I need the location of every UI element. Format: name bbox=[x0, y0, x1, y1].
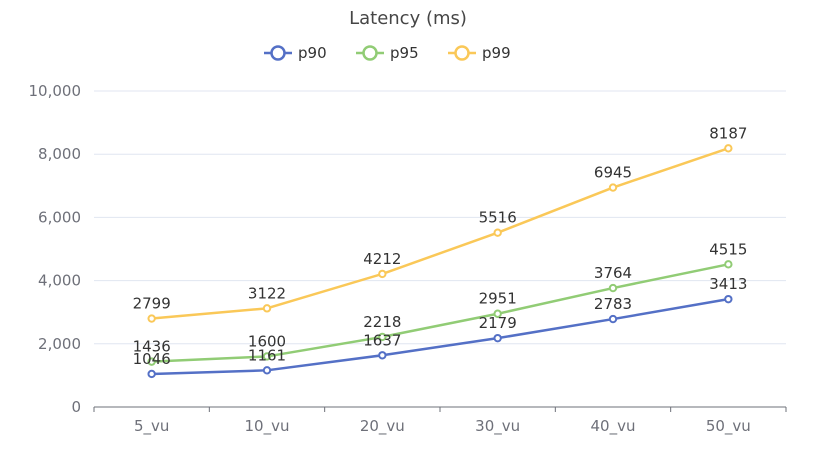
legend-marker-p90 bbox=[270, 45, 286, 61]
data-point-p99 bbox=[493, 228, 502, 237]
data-label-p99: 3122 bbox=[248, 284, 286, 302]
legend-marker-p99 bbox=[454, 45, 470, 61]
data-point-p95 bbox=[147, 357, 156, 366]
data-label-p99: 6945 bbox=[594, 164, 632, 182]
x-axis: 5_vu 10_vu 20_vu 30_vu 40_vu 50_vu bbox=[93, 406, 787, 436]
data-label-p95: 2218 bbox=[363, 313, 401, 331]
data-point-p90 bbox=[493, 333, 502, 343]
data-point-p99 bbox=[724, 144, 733, 153]
y-tick-label: 8,000 bbox=[38, 145, 81, 163]
data-point-p90 bbox=[608, 314, 618, 324]
series-p99 bbox=[147, 144, 733, 323]
legend-label-p99: p99 bbox=[482, 44, 511, 62]
y-tick-label: 2,000 bbox=[38, 335, 81, 353]
data-label-p90: 1046 bbox=[133, 350, 171, 368]
data-label-p95: 4515 bbox=[709, 240, 747, 258]
data-point-p90 bbox=[724, 294, 733, 304]
series-p95 bbox=[147, 260, 733, 366]
series-line-p90 bbox=[151, 297, 729, 376]
y-tick-label: 0 bbox=[71, 398, 81, 416]
data-point-p95 bbox=[608, 283, 618, 293]
series-p90 bbox=[147, 294, 733, 379]
data-point-p90 bbox=[262, 366, 272, 375]
data-labels: 1046 1161 1637 2179 2783 3413 1436 1600 2218 2951… bbox=[133, 124, 748, 368]
data-point-p90 bbox=[147, 369, 156, 379]
grid-lines bbox=[94, 90, 786, 345]
data-point-p99 bbox=[378, 269, 387, 279]
y-axis: 0 2,000 4,000 6,000 8,000 10,000 bbox=[29, 82, 82, 416]
data-label-p95: 3764 bbox=[594, 264, 632, 282]
series-line-p95 bbox=[151, 263, 729, 363]
chart-title: Latency (ms) bbox=[349, 8, 467, 29]
data-label-p99: 8187 bbox=[709, 124, 747, 142]
data-label-p95: 1600 bbox=[248, 332, 286, 350]
data-label-p90: 2783 bbox=[594, 295, 632, 313]
data-label-p99: 5516 bbox=[479, 209, 517, 227]
y-tick-label: 4,000 bbox=[38, 272, 81, 290]
series-lines bbox=[147, 144, 733, 379]
data-label-p90: 1637 bbox=[363, 331, 401, 349]
legend-label-p90: p90 bbox=[298, 44, 327, 62]
data-label-p90: 3413 bbox=[709, 275, 747, 293]
x-tick-label: 5_vu bbox=[134, 417, 169, 436]
legend-item-p99[interactable]: p99 bbox=[448, 44, 511, 62]
data-point-p99 bbox=[608, 183, 618, 192]
legend[interactable]: p90 p95 p99 bbox=[264, 44, 511, 62]
series-line-p99 bbox=[151, 147, 729, 320]
data-point-p95 bbox=[493, 309, 502, 318]
legend-item-p95[interactable]: p95 bbox=[356, 44, 419, 62]
x-tick-label: 50_vu bbox=[706, 417, 751, 436]
data-point-p95 bbox=[724, 260, 733, 269]
data-label-p95: 2951 bbox=[479, 290, 517, 308]
data-point-p95 bbox=[378, 332, 387, 342]
y-tick-label: 6,000 bbox=[38, 208, 81, 226]
x-tick-label: 10_vu bbox=[245, 417, 290, 436]
x-tick-label: 40_vu bbox=[591, 417, 636, 436]
data-point-p99 bbox=[147, 314, 156, 323]
data-point-p95 bbox=[262, 352, 272, 361]
y-tick-label: 10,000 bbox=[29, 82, 82, 100]
x-tick-label: 20_vu bbox=[360, 417, 405, 436]
data-label-p95: 1436 bbox=[133, 338, 171, 356]
data-label-p99: 4212 bbox=[363, 250, 401, 268]
x-tick-label: 30_vu bbox=[475, 417, 520, 436]
data-label-p99: 2799 bbox=[133, 295, 171, 313]
legend-item-p90[interactable]: p90 bbox=[264, 44, 327, 62]
data-label-p90: 1161 bbox=[248, 346, 286, 364]
data-point-p90 bbox=[378, 351, 387, 360]
data-point-p99 bbox=[262, 304, 272, 313]
data-label-p90: 2179 bbox=[479, 314, 517, 332]
legend-label-p95: p95 bbox=[390, 44, 419, 62]
legend-marker-p95 bbox=[362, 45, 378, 61]
